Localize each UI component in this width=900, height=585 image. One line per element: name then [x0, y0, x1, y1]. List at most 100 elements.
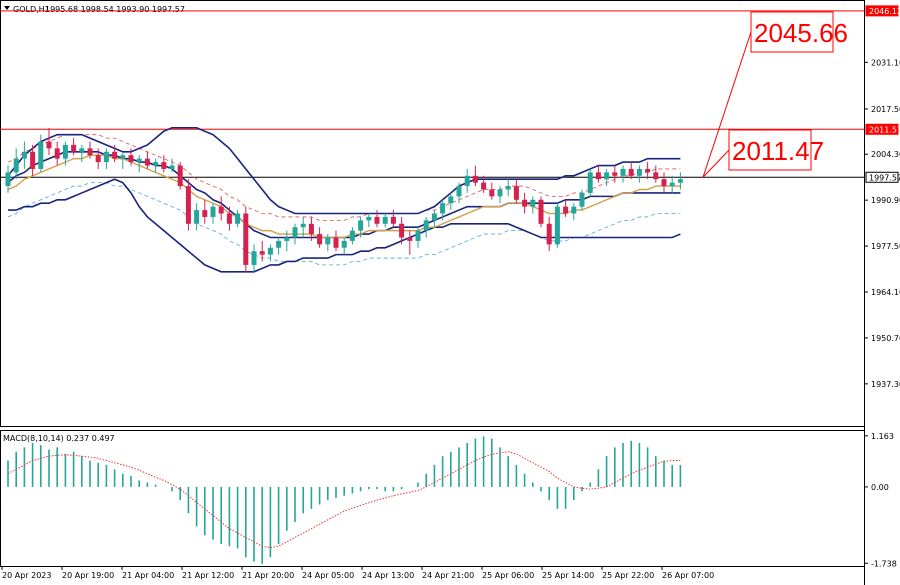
candle-body: [423, 220, 429, 231]
macd-signal-line: [7, 451, 681, 549]
candle-body: [153, 162, 159, 166]
candle-body: [636, 168, 642, 176]
time-tick-label: 25 Apr 14:00: [542, 571, 594, 580]
candle-body: [300, 223, 306, 228]
candle-body: [628, 168, 634, 176]
time-tick-label: 24 Apr 05:00: [302, 571, 354, 580]
candle-body: [513, 186, 519, 200]
candles-layer: [5, 127, 683, 272]
candle-body: [226, 213, 232, 224]
price-tick-label: 2017.50: [871, 105, 900, 114]
macd-tick-label: -1.738: [871, 559, 897, 568]
candle-body: [276, 240, 282, 248]
candle-body: [382, 216, 388, 224]
time-tick-label: 21 Apr 12:00: [182, 571, 234, 580]
level-tag-label: 1997.57: [869, 173, 900, 182]
candle-body: [185, 186, 191, 224]
candle-body: [522, 199, 528, 207]
candle-body: [677, 179, 683, 183]
bollinger-upper-line: [7, 127, 681, 215]
time-tick-label: 25 Apr 06:00: [482, 571, 534, 580]
envelope-lower-line: [7, 182, 681, 266]
annotation-value: 2011.47: [732, 136, 824, 166]
candle-body: [440, 203, 446, 214]
ohlc-readout: 1995.68 1998.54 1993.90 1997.57: [45, 5, 185, 14]
macd-panel-frame: [0, 430, 865, 567]
time-tick-label: 26 Apr 07:00: [662, 571, 714, 580]
candle-body: [489, 189, 495, 197]
candle-body: [5, 172, 11, 187]
candle-body: [390, 216, 396, 224]
candle-body: [177, 165, 183, 187]
candle-body: [267, 247, 273, 255]
candle-body: [448, 196, 454, 204]
candle-body: [87, 148, 93, 156]
candle-body: [563, 206, 569, 214]
time-tick-label: 21 Apr 04:00: [122, 571, 174, 580]
candle-body: [218, 206, 224, 214]
candle-body: [431, 213, 437, 221]
candle-body: [317, 234, 323, 245]
candle-body: [95, 155, 101, 163]
candle-body: [505, 186, 511, 190]
candle-body: [103, 151, 109, 163]
macd-tick-label: 1.163: [871, 432, 894, 441]
candle-body: [604, 172, 610, 180]
candle-body: [169, 165, 175, 169]
level-tag: [865, 123, 899, 135]
candle-body: [620, 168, 626, 176]
time-tick-label: 20 Apr 19:00: [62, 571, 114, 580]
candle-body: [587, 172, 593, 193]
price-tick-label: 1990.90: [871, 196, 900, 205]
level-tag-label: 2046.12: [869, 7, 900, 16]
levels-layer: 2046.12 2011.57 1997.57: [0, 5, 900, 183]
candle-body: [54, 148, 60, 159]
candle-body: [399, 223, 405, 238]
candle-body: [653, 172, 659, 180]
time-tick-label: 25 Apr 22:00: [602, 571, 654, 580]
annotation-value: 2045.66: [754, 18, 848, 48]
candle-body: [38, 141, 44, 169]
chart-menu-icon[interactable]: [4, 6, 10, 10]
candle-body: [456, 186, 462, 197]
candle-body: [333, 237, 339, 248]
candle-body: [497, 189, 503, 197]
time-tick-label: 20 Apr 2023: [2, 571, 51, 580]
candle-body: [661, 179, 667, 187]
time-tick-label: 21 Apr 20:00: [242, 571, 294, 580]
macd-tick-label: 0.00: [871, 483, 889, 492]
candle-body: [62, 144, 68, 159]
candle-body: [538, 199, 544, 224]
axes-layer: 2031.10 2017.50 2004.30 1990.90 1977.50 1964.…: [1, 58, 900, 580]
candle-body: [251, 251, 257, 265]
candle-body: [546, 223, 552, 245]
candle-body: [30, 151, 36, 169]
annotation-connector: [702, 31, 752, 178]
candle-body: [46, 141, 52, 149]
candle-body: [112, 151, 118, 159]
candle-body: [79, 148, 85, 152]
symbol-label: GOLD,H1: [13, 5, 50, 14]
time-tick-label: 24 Apr 21:00: [422, 571, 474, 580]
candle-body: [259, 251, 265, 255]
candle-body: [407, 237, 413, 241]
annotations-layer: 2045.66 2011.47: [702, 11, 848, 178]
time-tick-label: 24 Apr 13:00: [362, 571, 414, 580]
candle-body: [415, 230, 421, 241]
candle-body: [669, 182, 675, 187]
candle-body: [13, 158, 19, 173]
candle-body: [530, 199, 536, 207]
candle-body: [144, 158, 150, 166]
candle-body: [243, 213, 249, 265]
annotation-box: [750, 11, 834, 53]
macd-layer: [7, 436, 682, 564]
price-tick-label: 1937.30: [871, 380, 900, 389]
price-tick-label: 1964.10: [871, 288, 900, 297]
candle-body: [366, 216, 372, 221]
candle-body: [71, 144, 77, 152]
candle-body: [136, 158, 142, 163]
candle-body: [21, 151, 27, 159]
candle-body: [554, 206, 560, 245]
macd-header: MACD(8,10,14) 0.237 0.497: [3, 434, 115, 443]
price-tick-label: 2031.10: [871, 58, 900, 67]
